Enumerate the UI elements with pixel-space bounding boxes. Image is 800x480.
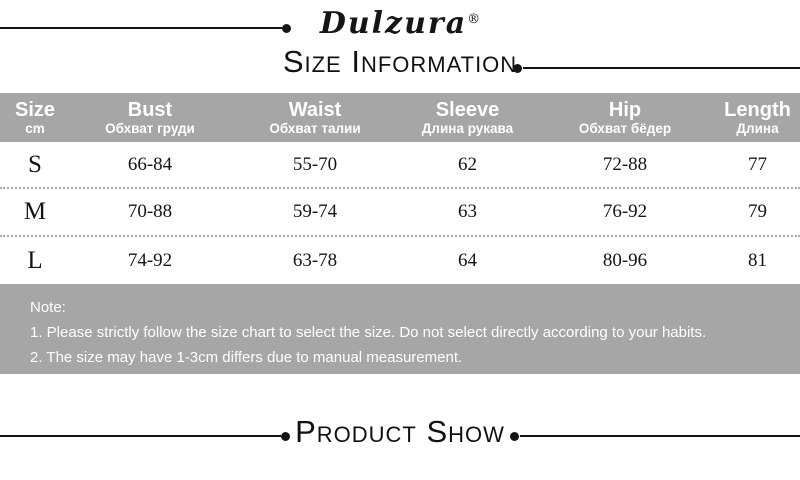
column-header-sublabel: Обхват талии — [269, 121, 361, 136]
cell-hip: 76-92 — [602, 201, 648, 222]
column-header-sublabel: cm — [25, 121, 45, 136]
decorative-dot — [281, 431, 290, 441]
note-item-2: 2. The size may have 1-3cm differs due t… — [30, 349, 463, 366]
column-header-bust: Bust Обхват груди — [70, 99, 230, 136]
cell-waist: 59-74 — [292, 201, 338, 222]
column-header-sublabel: Обхват бёдер — [578, 121, 672, 136]
trademark-symbol: ® — [467, 12, 481, 27]
cell-size: S — [28, 150, 42, 178]
decorative-line-top-left — [0, 23, 291, 33]
table-row-size-s: S 66-84 55-70 62 72-88 77 — [0, 142, 800, 189]
cell-bust: 70-88 — [127, 201, 173, 222]
product-show-heading: Product Show — [295, 414, 505, 449]
cell-sleeve: 64 — [458, 249, 477, 271]
size-table: Size cm Bust Обхват груди Waist Обхват т… — [0, 93, 800, 284]
decorative-dot — [282, 23, 291, 33]
cell-sleeve: 62 — [458, 153, 477, 175]
cell-hip: 72-88 — [602, 153, 648, 175]
size-information-heading: Size Information — [282, 44, 518, 79]
note-title: Note: — [30, 299, 66, 316]
cell-size: L — [27, 246, 43, 274]
column-header-sleeve: Sleeve Длина рукава — [400, 99, 535, 136]
decorative-line-product-right — [510, 431, 800, 441]
decorative-dot — [510, 431, 519, 441]
column-header-length: Length Длина — [715, 99, 800, 136]
column-header-label: Length — [724, 99, 791, 121]
column-header-size: Size cm — [0, 99, 70, 136]
column-header-sublabel: Длина — [736, 121, 779, 136]
note-item-1: 1. Please strictly follow the size chart… — [30, 324, 707, 341]
column-header-label: Bust — [127, 99, 173, 121]
cell-size: M — [23, 198, 47, 225]
column-header-hip: Hip Обхват бёдер — [535, 99, 715, 136]
decorative-line-product-left — [0, 431, 290, 441]
column-header-label: Size — [14, 99, 56, 121]
size-table-header-row: Size cm Bust Обхват груди Waist Обхват т… — [0, 93, 800, 142]
column-header-label: Waist — [288, 99, 342, 121]
cell-bust: 66-84 — [127, 153, 173, 175]
column-header-waist: Waist Обхват талии — [230, 99, 400, 136]
decorative-line-size-right — [513, 63, 800, 73]
cell-waist: 63-78 — [292, 249, 338, 271]
cell-sleeve: 63 — [458, 201, 477, 222]
decorative-dot — [513, 63, 522, 73]
cell-hip: 80-96 — [602, 249, 648, 271]
column-header-sublabel: Длина рукава — [421, 121, 514, 136]
column-header-label: Sleeve — [435, 99, 500, 121]
cell-length: 81 — [748, 249, 767, 271]
brand-name: Dulzura — [319, 6, 468, 41]
cell-length: 77 — [748, 153, 767, 175]
note-box: Note: 1. Please strictly follow the size… — [0, 284, 800, 374]
column-header-label: Hip — [608, 99, 642, 121]
cell-bust: 74-92 — [127, 249, 173, 271]
brand-logo: Dulzura® — [0, 6, 800, 41]
column-header-sublabel: Обхват груди — [105, 121, 195, 136]
cell-waist: 55-70 — [292, 153, 338, 175]
cell-length: 79 — [748, 201, 767, 222]
table-row-size-l: L 74-92 63-78 64 80-96 81 — [0, 237, 800, 284]
table-row-size-m: M 70-88 59-74 63 76-92 79 — [0, 189, 800, 237]
